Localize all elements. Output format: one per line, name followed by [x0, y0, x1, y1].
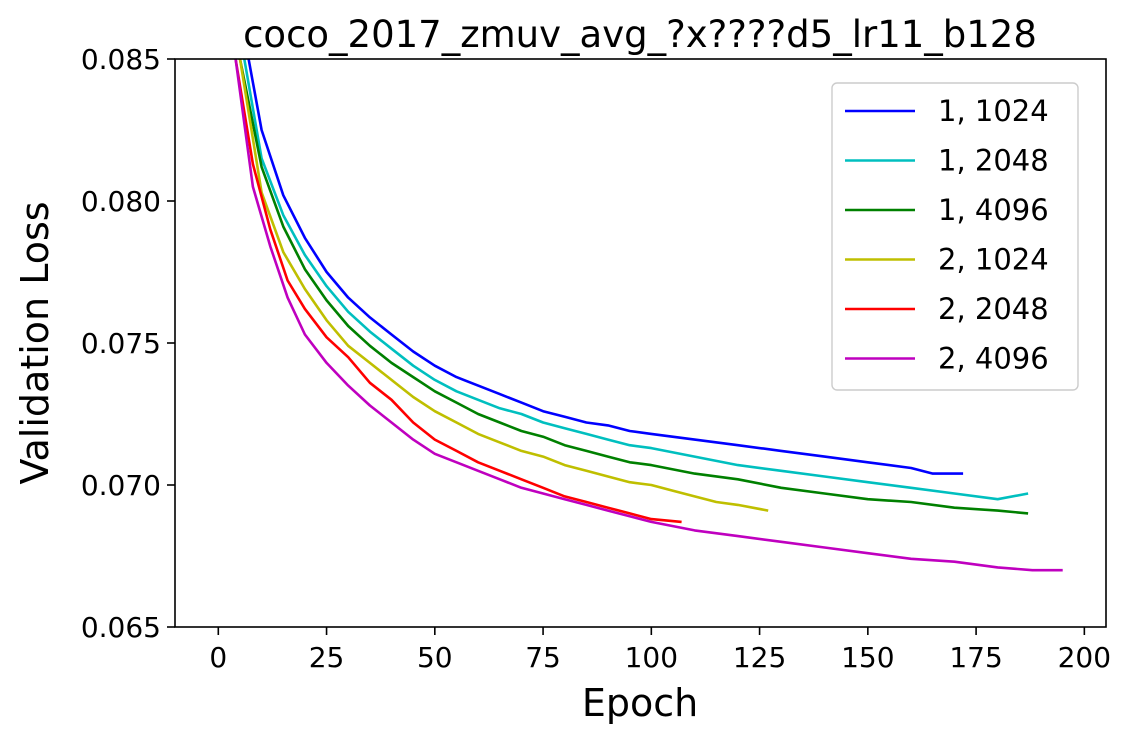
series-line-6 [234, 59, 1063, 572]
series-line-3 [238, 59, 1029, 515]
x-tick-label: 125 [733, 641, 786, 674]
y-tick-label: 0.085 [81, 43, 161, 76]
series-group [234, 59, 1063, 572]
y-axis-label: Validation Loss [13, 201, 57, 484]
x-axis: 0 25 50 75 100 125 150 175 200 [209, 627, 1111, 674]
y-axis: 0.065 0.070 0.075 0.080 0.085 [81, 43, 175, 644]
x-tick-label: 175 [949, 641, 1002, 674]
y-tick-label: 0.080 [81, 185, 161, 218]
y-tick-label: 0.065 [81, 611, 161, 644]
y-tick-label: 0.075 [81, 327, 161, 360]
x-tick-label: 200 [1058, 641, 1111, 674]
x-tick-label: 0 [209, 641, 227, 674]
series-line-2 [243, 59, 1029, 501]
x-tick-label: 100 [625, 641, 678, 674]
legend-label-2: 1, 2048 [938, 144, 1049, 178]
series-line-5 [234, 59, 682, 524]
series-line-4 [238, 59, 769, 512]
legend-label-6: 2, 4096 [938, 342, 1049, 376]
y-tick-label: 0.070 [81, 469, 161, 502]
series-line-1 [247, 59, 964, 475]
x-tick-label: 25 [309, 641, 345, 674]
legend: 1, 1024 1, 2048 1, 4096 2, 1024 2, 2048 2, 40… [831, 82, 1079, 391]
chart-title: coco_2017_zmuv_avg_?x????d5_lr11_b128 [243, 13, 1037, 56]
x-tick-label: 150 [841, 641, 894, 674]
x-tick-label: 50 [417, 641, 453, 674]
x-tick-label: 75 [525, 641, 561, 674]
legend-label-4: 2, 1024 [938, 243, 1049, 277]
x-axis-label: Epoch [582, 681, 698, 725]
legend-label-1: 1, 1024 [938, 94, 1049, 128]
legend-label-5: 2, 2048 [938, 292, 1049, 326]
legend-label-3: 1, 4096 [938, 193, 1049, 227]
